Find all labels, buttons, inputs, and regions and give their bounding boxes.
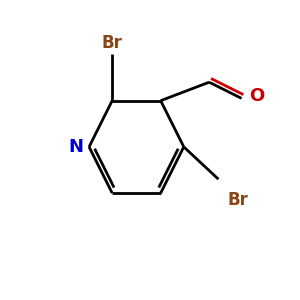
Text: N: N xyxy=(68,138,83,156)
Text: Br: Br xyxy=(102,34,123,52)
Text: Br: Br xyxy=(228,191,248,209)
Text: O: O xyxy=(250,87,265,105)
